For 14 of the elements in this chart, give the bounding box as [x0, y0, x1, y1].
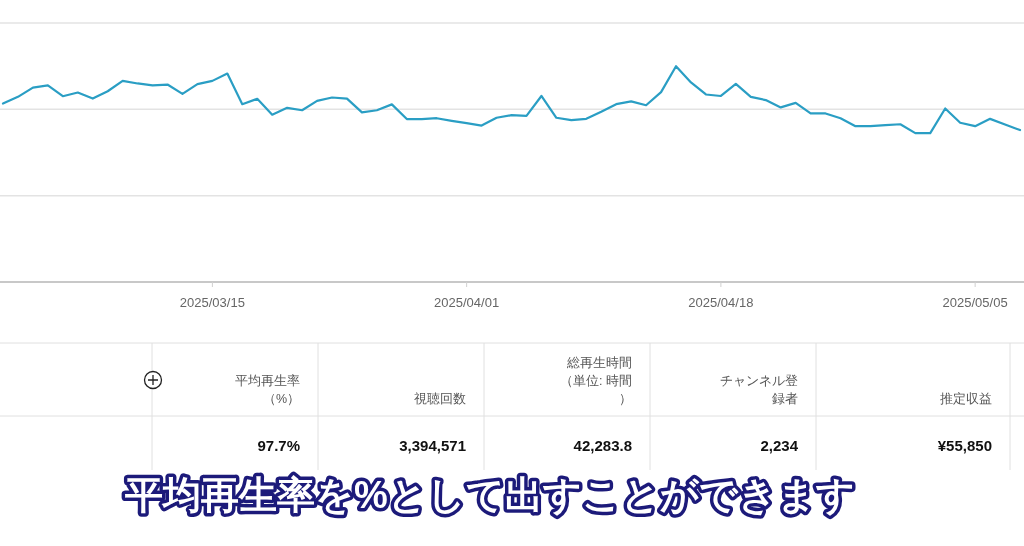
text: ¥55,850 — [937, 437, 992, 454]
text: 推定収益 — [940, 392, 992, 406]
x-tick-label: 2025/05/05 — [942, 295, 1008, 310]
text: 総再生時間（単位: 時間） — [560, 356, 632, 406]
text: 視聴回数 — [414, 392, 466, 406]
text: 平均再生率（%） — [235, 373, 300, 406]
text: 97.7% — [257, 437, 300, 454]
text: 3,394,571 — [399, 437, 466, 454]
text: 42,283.8 — [573, 437, 632, 454]
x-tick-label: 2025/04/18 — [688, 295, 754, 310]
x-tick-label: 2025/04/01 — [434, 295, 500, 310]
text: チャンネル登録者 — [720, 374, 798, 406]
x-tick-label: 2025/03/15 — [179, 295, 245, 310]
text: 2,234 — [760, 437, 799, 454]
